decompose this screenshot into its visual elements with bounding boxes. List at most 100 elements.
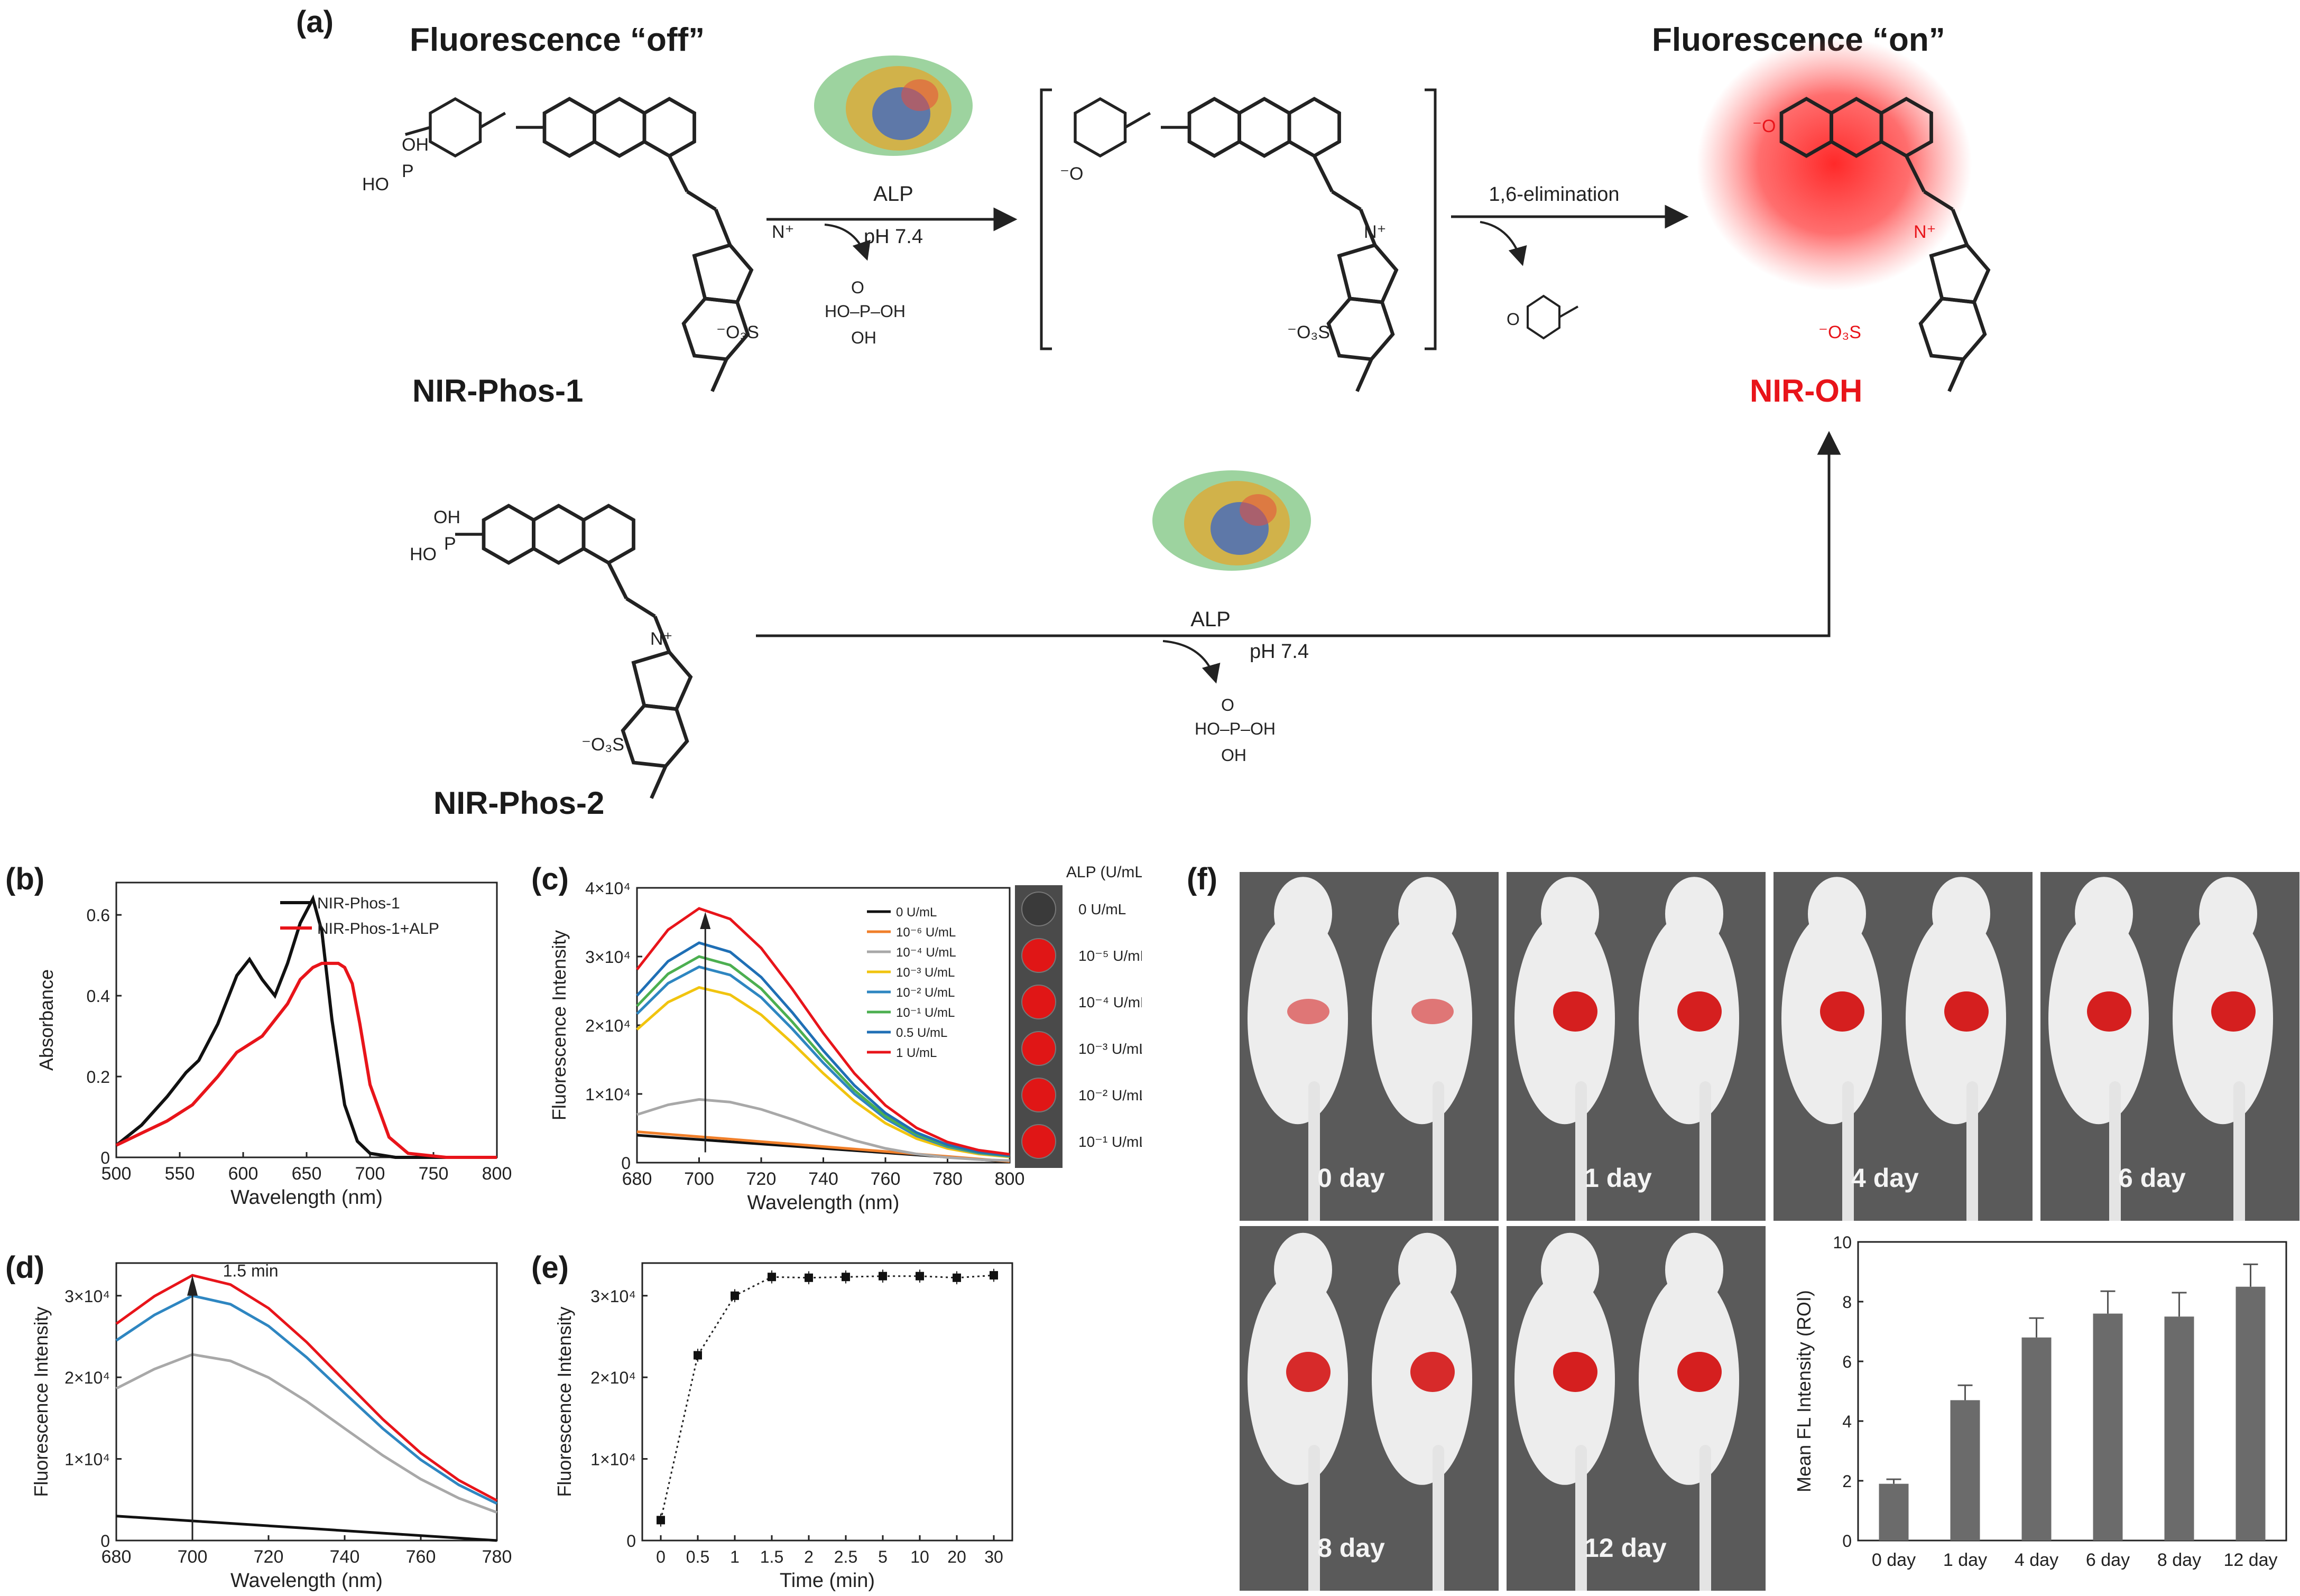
tumor-signal — [2211, 991, 2256, 1032]
tumor-signal — [1944, 991, 1989, 1032]
y-tick-label: 1×10⁴ — [585, 1085, 631, 1104]
svg-text:N⁺: N⁺ — [1914, 222, 1936, 242]
y-tick-label: 3×10⁴ — [590, 1287, 636, 1306]
x-tick-label: 750 — [419, 1164, 449, 1184]
mouse-head — [1932, 877, 1990, 951]
inset-title: ALP (U/mL) — [1066, 864, 1142, 881]
bar-3 — [2093, 1313, 2123, 1541]
x-tick-label: 500 — [101, 1164, 132, 1184]
y-axis-label: Fluorescence Intensity — [555, 1306, 575, 1497]
y-tick-label: 0.2 — [87, 1068, 110, 1087]
x-tick-label: 4 day — [2015, 1550, 2058, 1570]
x-tick-label: 0.5 — [686, 1547, 709, 1566]
svg-text:⁻O: ⁻O — [1752, 116, 1776, 136]
svg-text:HO–P–OH: HO–P–OH — [825, 302, 906, 321]
svg-text:OH: OH — [1221, 746, 1246, 765]
series-line-3 — [636, 986, 1010, 1158]
data-point-7 — [916, 1272, 924, 1280]
y-axis-label: Fluorescence Intensity — [32, 1306, 52, 1497]
svg-text:⁻O₃S: ⁻O₃S — [581, 735, 624, 755]
mouse-image-2: 4 day — [1774, 872, 2033, 1221]
x-tick-label: 2 — [804, 1547, 814, 1566]
data-point-3 — [768, 1273, 776, 1282]
tumor-signal — [1553, 1352, 1597, 1392]
svg-text:pH 7.4: pH 7.4 — [864, 226, 923, 248]
x-tick-label: 760 — [871, 1169, 901, 1189]
mouse-head — [1398, 1232, 1456, 1307]
enzyme-label-2: ALP — [1190, 608, 1231, 631]
x-tick-label: 700 — [684, 1169, 714, 1189]
tumor-signal — [1677, 991, 1722, 1032]
chart-c-fluorescence: 680 700 720 740 760 780 800 0 1×10⁴ 2×10⁴ 3×10⁴ 4×1… — [550, 864, 1142, 1214]
legend-label-0: 0 U/mL — [896, 905, 937, 920]
x-axis-label: Time (min) — [780, 1570, 875, 1592]
svg-text:HO: HO — [410, 544, 437, 564]
y-tick-label: 0 — [100, 1148, 110, 1167]
series-line-6 — [636, 941, 1010, 1157]
mouse-tail — [1842, 1081, 1854, 1221]
svg-text:⁻O₃S: ⁻O₃S — [1287, 322, 1330, 342]
plot-frame — [115, 1262, 498, 1542]
inset-label-4: 10⁻² U/mL — [1078, 1087, 1142, 1103]
day-label-2: 4 day — [1851, 1163, 1919, 1193]
x-tick-label: 680 — [101, 1547, 132, 1567]
y-tick-label: 3×10⁴ — [585, 948, 631, 967]
mouse-head — [1274, 1232, 1332, 1307]
mouse-head — [1665, 877, 1723, 951]
x-tick-label: 800 — [995, 1169, 1025, 1189]
day-label-5: 12 day — [1584, 1533, 1667, 1563]
alp-enzyme-graphic-1 — [814, 55, 973, 156]
y-tick-label: 1×10⁴ — [590, 1450, 636, 1469]
mouse-tail — [1575, 1081, 1587, 1221]
panel-f-label: (f) — [1187, 862, 1217, 896]
tumor-signal — [1411, 999, 1454, 1024]
x-tick-label: 0 day — [1872, 1550, 1916, 1570]
intermediate-structure — [1074, 99, 1397, 392]
inset-well-0 — [1021, 892, 1056, 926]
inset-well-5 — [1021, 1124, 1056, 1159]
inset-well-2 — [1021, 985, 1056, 1019]
compound-2-name: NIR-Phos-2 — [433, 785, 605, 821]
day-label-0: 0 day — [1317, 1163, 1385, 1193]
series-line-7 — [636, 907, 1010, 1156]
svg-text:OH: OH — [851, 328, 876, 347]
svg-text:OH: OH — [402, 135, 429, 155]
y-tick-label: 2 — [1842, 1472, 1852, 1491]
x-tick-label: 6 day — [2086, 1550, 2130, 1570]
legend-label-5: 10⁻¹ U/mL — [896, 1006, 955, 1020]
x-tick-label: 700 — [178, 1547, 208, 1567]
tumor-signal — [1287, 999, 1329, 1024]
legend-label-6: 0.5 U/mL — [896, 1026, 947, 1040]
panel-b-label: (b) — [5, 862, 45, 896]
trend-line — [660, 1274, 994, 1520]
mouse-head — [1665, 1232, 1723, 1307]
enzyme-label-1: ALP — [873, 182, 913, 206]
legend-label-1: 10⁻⁶ U/mL — [896, 925, 956, 940]
day-label-3: 6 day — [2118, 1163, 2186, 1193]
x-axis-label: Wavelength (nm) — [230, 1186, 383, 1209]
svg-text:⁻O₃S: ⁻O₃S — [1818, 322, 1861, 342]
bar-0 — [1879, 1483, 1909, 1541]
bar-5 — [2236, 1286, 2266, 1541]
data-point-5 — [842, 1273, 850, 1282]
mouse-tail — [1575, 1445, 1587, 1591]
tumor-signal — [1820, 991, 1864, 1032]
mouse-head — [1398, 877, 1456, 951]
svg-text:pH 7.4: pH 7.4 — [1250, 641, 1309, 663]
mouse-head — [1541, 877, 1599, 951]
legend-label-2: 10⁻⁴ U/mL — [896, 945, 956, 960]
x-tick-label: 720 — [254, 1547, 284, 1567]
compound-1-name: NIR-Phos-1 — [412, 373, 584, 409]
inset-well-4 — [1021, 1078, 1056, 1112]
day-label-1: 1 day — [1584, 1163, 1652, 1193]
mouse-head — [2199, 877, 2257, 951]
mouse-tail — [1433, 1445, 1444, 1591]
data-point-8 — [953, 1273, 961, 1282]
chart-d-fluorescence: 680 700 720 740 760 780 0 1×10⁴ 2×10⁴ 3×10⁴ Wavele… — [32, 1261, 512, 1592]
mouse-tail — [1699, 1445, 1711, 1591]
y-tick-label: 4 — [1842, 1412, 1852, 1431]
y-axis-label: Absorbance — [35, 969, 57, 1071]
series-line-0 — [116, 1515, 497, 1542]
mouse-head — [2075, 877, 2133, 951]
x-tick-label: 1 — [730, 1547, 740, 1566]
